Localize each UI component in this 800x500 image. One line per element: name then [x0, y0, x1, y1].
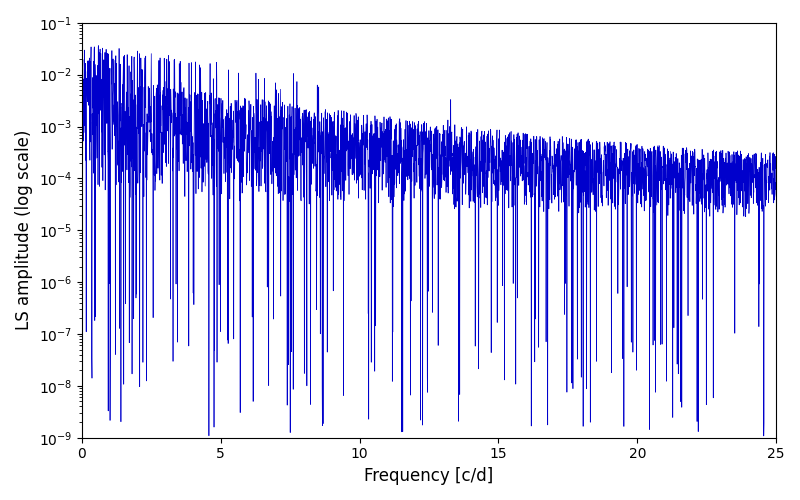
Y-axis label: LS amplitude (log scale): LS amplitude (log scale): [15, 130, 33, 330]
X-axis label: Frequency [c/d]: Frequency [c/d]: [364, 467, 494, 485]
